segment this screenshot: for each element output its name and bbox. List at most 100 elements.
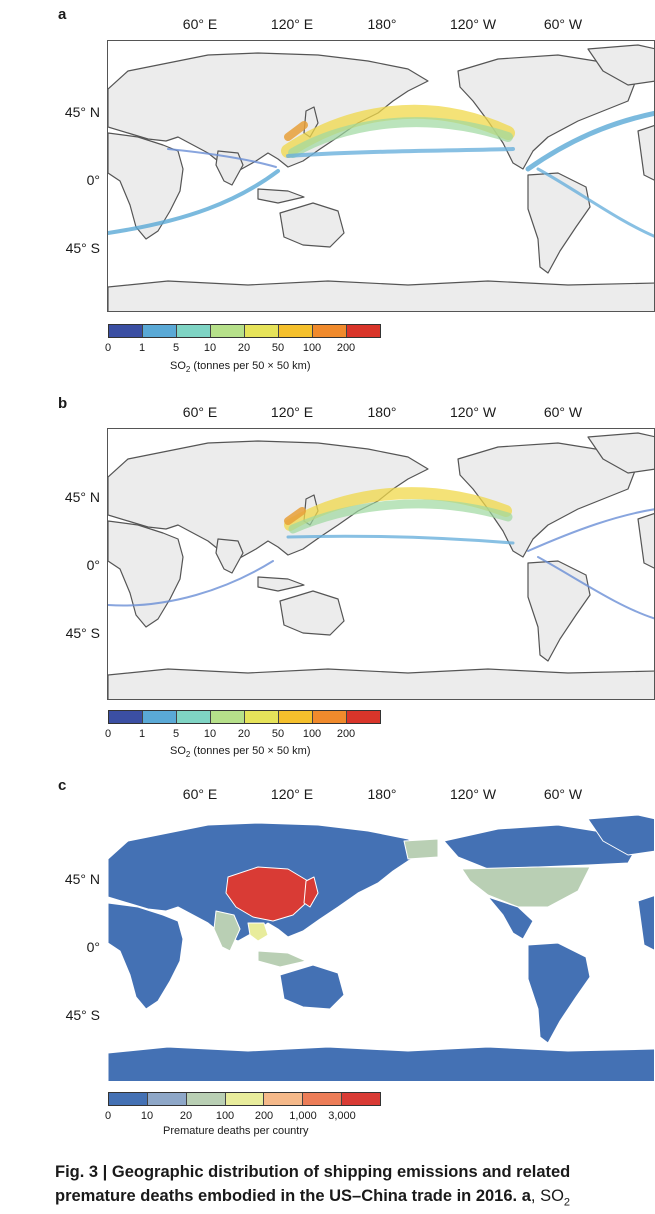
lon-tick-60w: 60° W — [543, 786, 583, 802]
lon-tick-180: 180° — [367, 404, 397, 420]
legend-tick: 50 — [271, 728, 285, 740]
legend-title-b: SO2 (tonnes per 50 × 50 km) — [170, 745, 311, 760]
landmass-antarctica — [108, 280, 654, 311]
lat-tick-45n: 45° N — [64, 104, 100, 120]
legend-swatch — [346, 325, 380, 337]
lat-tick-45n: 45° N — [64, 489, 100, 505]
legend-swatch — [346, 711, 380, 723]
map-panel-a — [107, 40, 655, 312]
country-south-america — [527, 942, 591, 1044]
country-africa — [108, 902, 184, 1010]
world-map-emissions-a — [108, 44, 654, 311]
panel-a-label: a — [58, 6, 67, 23]
legend-swatch — [146, 1093, 186, 1105]
legend-swatch — [341, 1093, 381, 1105]
caption-prefix: Fig. 3 | — [55, 1163, 112, 1181]
legend-tick: 200 — [336, 342, 356, 354]
country-mexico-central — [487, 896, 534, 940]
lon-tick-60w: 60° W — [543, 404, 583, 420]
legend-swatch — [312, 325, 346, 337]
legend-colorbar-c — [108, 1092, 381, 1106]
route-transpacific-warm — [288, 499, 513, 534]
legend-tick: 0 — [104, 342, 112, 354]
country-greenland — [587, 814, 654, 856]
route-panama-atlantic — [525, 110, 654, 172]
lat-tick-45s: 45° S — [65, 1007, 100, 1023]
landmass-indonesia — [257, 188, 305, 204]
landmass-australia — [279, 202, 345, 248]
legend-tick: 20 — [237, 728, 251, 740]
legend-swatch — [244, 325, 278, 337]
legend-swatch — [185, 1093, 225, 1105]
lon-tick-60e: 60° E — [182, 16, 218, 32]
landmass-india — [215, 150, 244, 186]
route-indian-ocean — [108, 560, 274, 607]
landmass-africa — [108, 520, 184, 628]
map-panel-b — [107, 428, 655, 700]
landmass-greenland — [587, 44, 654, 86]
lon-tick-120w: 120° W — [449, 786, 497, 802]
lon-tick-120w: 120° W — [449, 404, 497, 420]
route-transpacific-warm — [288, 117, 513, 158]
route-panama-atlantic — [527, 508, 654, 552]
country-se-asia — [247, 922, 269, 942]
legend-colorbar-b — [108, 710, 381, 724]
route-atlantic-south — [537, 556, 654, 620]
lon-tick-120e: 120° E — [270, 786, 314, 802]
country-antarctica — [108, 1046, 654, 1081]
legend-swatch — [278, 711, 312, 723]
lat-tick-45n: 45° N — [64, 871, 100, 887]
legend-tick: 3,000 — [328, 1110, 356, 1122]
route-transpacific-south — [286, 534, 515, 545]
legend-tick: 1 — [138, 342, 146, 354]
legend-swatch — [109, 711, 142, 723]
world-map-emissions-b — [108, 432, 654, 699]
legend-swatch — [210, 325, 244, 337]
lon-tick-120e: 120° E — [270, 404, 314, 420]
landmass-europe-east — [637, 513, 654, 569]
legend-swatch — [109, 325, 142, 337]
legend-tick: 200 — [336, 728, 356, 740]
legend-title-c: Premature deaths per country — [163, 1125, 309, 1137]
landmass-india — [215, 538, 244, 574]
landmass-eurasia — [108, 440, 429, 560]
legend-tick: 10 — [203, 728, 217, 740]
panel-c-label: c — [58, 777, 67, 794]
legend-swatch — [224, 1093, 264, 1105]
map-panel-c — [107, 810, 655, 1082]
lon-tick-60e: 60° E — [182, 404, 218, 420]
legend-swatch — [142, 325, 176, 337]
legend-swatch — [278, 325, 312, 337]
legend-swatch — [302, 1093, 342, 1105]
country-canada — [443, 824, 639, 870]
legend-tick: 20 — [237, 342, 251, 354]
country-indonesia — [257, 950, 307, 968]
route-transpacific-core — [281, 104, 515, 158]
landmass-antarctica — [108, 668, 654, 699]
legend-tick: 100 — [215, 1110, 235, 1122]
country-china — [225, 866, 309, 922]
legend-swatch — [244, 711, 278, 723]
legend-tick: 0 — [104, 728, 112, 740]
legend-tick: 1,000 — [289, 1110, 317, 1122]
legend-tick: 5 — [172, 342, 180, 354]
landmass-europe-east — [637, 125, 654, 181]
panel-b-label: b — [58, 395, 68, 412]
legend-tick: 100 — [302, 342, 322, 354]
country-australia — [279, 964, 345, 1010]
caption-rest: , SO — [530, 1187, 564, 1205]
legend-tick: 20 — [179, 1110, 193, 1122]
route-atlantic-south — [536, 167, 654, 238]
landmass-australia — [279, 590, 345, 636]
route-indian-ocean — [108, 169, 280, 235]
country-usa — [461, 866, 591, 908]
legend-swatch — [142, 711, 176, 723]
landmass-indonesia — [257, 576, 305, 592]
legend-swatch — [109, 1093, 147, 1105]
lon-tick-60w: 60° W — [543, 16, 583, 32]
lon-tick-120e: 120° E — [270, 16, 314, 32]
lat-tick-45s: 45° S — [65, 625, 100, 641]
country-india — [213, 910, 241, 952]
lon-tick-180: 180° — [367, 16, 397, 32]
legend-tick: 1 — [138, 728, 146, 740]
